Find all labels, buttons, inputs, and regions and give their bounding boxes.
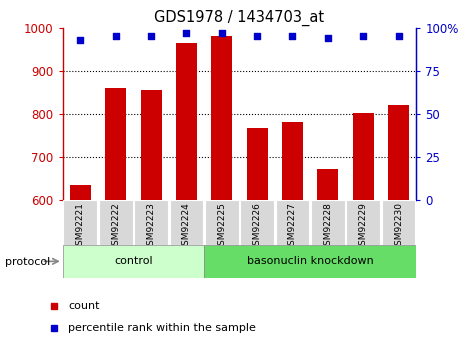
Text: GSM92224: GSM92224 [182,202,191,251]
Bar [246,128,268,200]
Text: GSM92226: GSM92226 [252,202,262,251]
Point [147,33,155,39]
Text: GSM92222: GSM92222 [111,202,120,251]
Text: count: count [68,301,100,310]
Bar [134,200,168,245]
Bar [276,200,309,245]
Bar [70,185,91,200]
Bar [311,200,345,245]
Point [112,33,120,39]
Bar [176,43,197,200]
Point [183,30,190,36]
Bar [99,200,133,245]
Text: GSM92225: GSM92225 [217,202,226,251]
Point [395,33,402,39]
Text: protocol: protocol [5,257,50,266]
Text: basonuclin knockdown: basonuclin knockdown [247,256,373,266]
Bar [382,200,415,245]
Bar [205,200,239,245]
Text: GSM92221: GSM92221 [76,202,85,251]
Bar [170,200,203,245]
Text: GSM92227: GSM92227 [288,202,297,251]
Bar [211,36,232,200]
Text: control: control [114,256,153,266]
Point [77,37,84,42]
Point [289,33,296,39]
Bar [352,112,374,200]
Point [359,33,367,39]
Text: percentile rank within the sample: percentile rank within the sample [68,323,256,333]
Text: GSM92223: GSM92223 [146,202,156,251]
Point [253,33,261,39]
Bar [140,90,162,200]
Text: GSM92229: GSM92229 [359,202,368,251]
Text: GSM92230: GSM92230 [394,202,403,252]
Bar [346,200,380,245]
Bar [64,200,97,245]
Bar [105,88,126,200]
Title: GDS1978 / 1434703_at: GDS1978 / 1434703_at [154,10,325,26]
Bar [282,122,303,200]
Bar [204,245,416,278]
Bar [388,105,409,200]
Text: GSM92228: GSM92228 [323,202,332,251]
Bar [63,245,204,278]
Bar [240,200,274,245]
Bar [317,169,339,200]
Point [218,30,226,36]
Point [324,35,332,41]
